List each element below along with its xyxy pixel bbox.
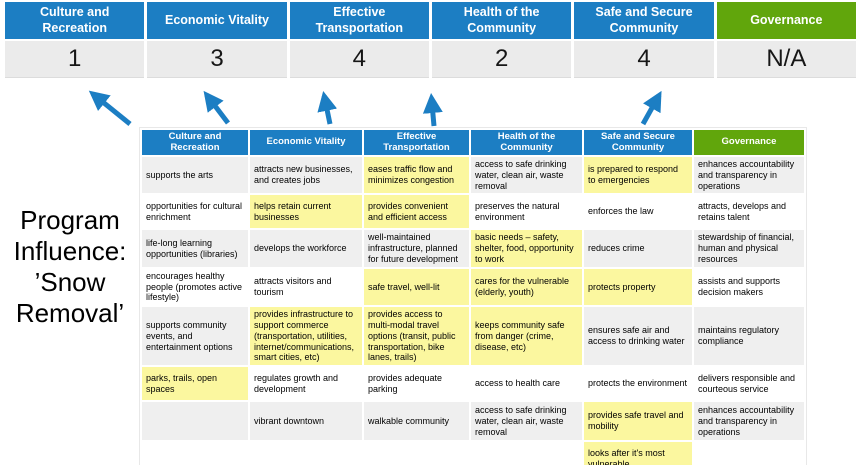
matrix-cell: vibrant downtown [250, 402, 362, 441]
matrix-cell: attracts visitors and tourism [250, 268, 362, 306]
program-influence-title: Program Influence: ’Snow Removal’ [1, 205, 139, 329]
score-value-safe-and-secure-community: 4 [574, 41, 714, 78]
matrix-cell [142, 442, 248, 465]
matrix-header-safe-and-secure-community: Safe and Secure Community [584, 130, 692, 155]
matrix-header-health-of-the-community: Health of the Community [471, 130, 582, 155]
matrix-cell: parks, trails, open spaces [142, 367, 248, 401]
matrix-header-culture-and-recreation: Culture and Recreation [142, 130, 248, 155]
matrix-cell [250, 442, 362, 465]
matrix-cell [471, 442, 582, 465]
matrix-cell: regulates growth and development [250, 367, 362, 401]
matrix-cell: looks after it's most vulnerable [584, 442, 692, 465]
matrix-cell [364, 442, 469, 465]
table-row: supports the arts attracts new businesse… [142, 157, 804, 194]
score-header-effective-transportation: Effective Transportation [289, 2, 429, 39]
matrix-cell: protects property [584, 268, 692, 306]
matrix-cell: enhances accountability and transparency… [694, 402, 804, 441]
matrix-cell: opportunities for cultural enrichment [142, 195, 248, 229]
title-line: Influence: [13, 236, 127, 266]
matrix-cell: life-long learning opportunities (librar… [142, 230, 248, 267]
title-line: Program [20, 205, 120, 235]
matrix-cell: enforces the law [584, 195, 692, 229]
matrix-header-row: Culture and Recreation Economic Vitality… [142, 130, 804, 155]
matrix-cell: access to safe drinking water, clean air… [471, 157, 582, 194]
score-header-safe-and-secure-community: Safe and Secure Community [574, 2, 714, 39]
score-header-economic-vitality: Economic Vitality [147, 2, 287, 39]
table-row: looks after it's most vulnerable [142, 442, 804, 465]
matrix-cell: preserves the natural environment [471, 195, 582, 229]
matrix-cell: well-maintained infrastructure, planned … [364, 230, 469, 267]
matrix-cell: reduces crime [584, 230, 692, 267]
matrix-cell: attracts, develops and retains talent [694, 195, 804, 229]
table-row: supports community events, and entertain… [142, 307, 804, 366]
matrix-cell: supports community events, and entertain… [142, 307, 248, 366]
score-value-culture-and-recreation: 1 [5, 41, 145, 78]
matrix-cell: ensures safe air and access to drinking … [584, 307, 692, 366]
score-value-governance: N/A [716, 41, 856, 78]
matrix-cell [694, 442, 804, 465]
table-row: life-long learning opportunities (librar… [142, 230, 804, 267]
matrix-cell: provides access to multi-modal travel op… [364, 307, 469, 366]
table-row: opportunities for cultural enrichment he… [142, 195, 804, 229]
score-header-culture-and-recreation: Culture and Recreation [5, 2, 145, 39]
matrix-cell: supports the arts [142, 157, 248, 194]
matrix-cell: enhances accountability and transparency… [694, 157, 804, 194]
matrix-cell: is prepared to respond to emergencies [584, 157, 692, 194]
matrix-cell: delivers responsible and courteous servi… [694, 367, 804, 401]
matrix-header-governance: Governance [694, 130, 804, 155]
table-row: vibrant downtown walkable community acce… [142, 402, 804, 441]
up-arrow-icon-3 [317, 91, 338, 125]
matrix-cell: develops the workforce [250, 230, 362, 267]
matrix-cell [142, 402, 248, 441]
matrix-cell: cares for the vulnerable (elderly, youth… [471, 268, 582, 306]
up-arrow-icon-1 [88, 90, 132, 126]
matrix-cell: attracts new businesses, and creates job… [250, 157, 362, 194]
matrix-cell: walkable community [364, 402, 469, 441]
matrix-cell: provides adequate parking [364, 367, 469, 401]
matrix-cell: basic needs – safety, shelter, food, opp… [471, 230, 582, 267]
up-arrow-icon-5 [640, 90, 662, 126]
matrix-cell: provides convenient and efficient access [364, 195, 469, 229]
matrix-cell: encourages healthy people (promotes acti… [142, 268, 248, 306]
matrix-cell: helps retain current businesses [250, 195, 362, 229]
matrix-header-economic-vitality: Economic Vitality [250, 130, 362, 155]
scoreboard: Culture and Recreation Economic Vitality… [5, 2, 856, 78]
matrix-cell: protects the environment [584, 367, 692, 401]
score-value-health-of-the-community: 2 [431, 41, 572, 78]
score-value-economic-vitality: 3 [147, 41, 287, 78]
matrix-cell: access to health care [471, 367, 582, 401]
matrix-cell: provides safe travel and mobility [584, 402, 692, 441]
table-row: parks, trails, open spaces regulates gro… [142, 367, 804, 401]
matrix-cell: stewardship of financial, human and phys… [694, 230, 804, 267]
title-line: ’Snow [34, 267, 106, 297]
matrix-cell: keeps community safe from danger (crime,… [471, 307, 582, 366]
up-arrow-icon-2 [203, 90, 230, 125]
matrix-cell: maintains regulatory compliance [694, 307, 804, 366]
up-arrow-icon-4 [422, 93, 443, 127]
matrix-cell: eases traffic flow and minimizes congest… [364, 157, 469, 194]
priority-matrix-table: Culture and Recreation Economic Vitality… [139, 126, 807, 465]
matrix-cell: access to safe drinking water, clean air… [471, 402, 582, 441]
table-row: encourages healthy people (promotes acti… [142, 268, 804, 306]
score-header-health-of-the-community: Health of the Community [431, 2, 572, 39]
score-header-governance: Governance [716, 2, 856, 39]
matrix-header-effective-transportation: Effective Transportation [364, 130, 469, 155]
title-line: Removal’ [15, 298, 125, 328]
matrix-cell: safe travel, well-lit [364, 268, 469, 306]
matrix-cell: provides infrastructure to support comme… [250, 307, 362, 366]
matrix-cell: assists and supports decision makers [694, 268, 804, 306]
score-value-effective-transportation: 4 [289, 41, 429, 78]
